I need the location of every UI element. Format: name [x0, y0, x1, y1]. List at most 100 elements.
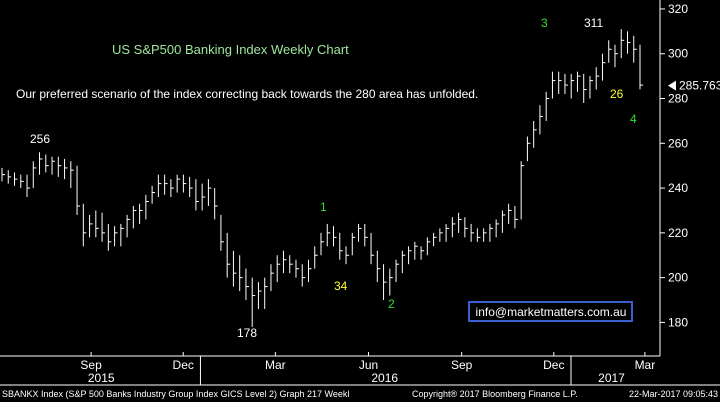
price-bar: [333, 226, 337, 247]
price-bar: [451, 217, 456, 238]
price-bar: [545, 91, 550, 121]
price-bar: [408, 246, 412, 265]
price-bar: [458, 212, 462, 233]
wave-label-26: 26: [610, 87, 624, 101]
price-bar: [508, 203, 512, 224]
price-bar: [251, 277, 256, 327]
price-bar: [495, 219, 500, 238]
y-axis: 180 200 220 240 260 280 300 320: [660, 2, 688, 329]
wave-label-1: 1: [320, 200, 327, 214]
price-bar: [389, 268, 393, 296]
price-bar: [551, 71, 556, 99]
price-bar: [51, 156, 56, 175]
price-bar: [239, 255, 243, 292]
price-bar: [276, 255, 281, 283]
price-bar: [558, 71, 562, 95]
price-bar: [307, 259, 312, 283]
x-tick-label-sep-0: Sep: [80, 358, 102, 372]
price-bar: [445, 223, 450, 242]
price-bar: [76, 165, 81, 215]
y-tick-label-260: 260: [668, 136, 688, 150]
price-bar: [289, 255, 293, 274]
price-bar: [14, 172, 18, 186]
y-tick-label-320: 320: [668, 2, 688, 16]
price-bar: [226, 232, 231, 278]
price-bar: [264, 277, 268, 309]
price-bar: [526, 136, 531, 162]
chart-title: US S&P500 Banking Index Weekly Chart: [112, 42, 349, 57]
price-bar: [395, 259, 400, 283]
price-bar: [257, 282, 262, 309]
price-bar: [170, 179, 174, 198]
chart-subtitle: Our preferred scenario of the index corr…: [16, 87, 478, 101]
price-bar: [420, 246, 425, 260]
price-bar: [145, 194, 149, 220]
price-bar: [107, 223, 112, 251]
annotation-178: 178: [237, 326, 257, 340]
x-tick-label-jun-3: Jun: [359, 358, 378, 372]
x-axis: Sep Dec Mar Jun Sep Dec Mar: [80, 352, 655, 372]
wave-label-3: 3: [541, 16, 548, 30]
wave-label-34: 34: [334, 279, 348, 293]
price-bar: [489, 223, 493, 242]
x-tick-label-dec-1: Dec: [173, 358, 194, 372]
price-bar: [376, 250, 381, 283]
year-label-2017: 2017: [598, 371, 625, 385]
price-bar: [7, 170, 12, 184]
price-bar: [101, 212, 106, 242]
price-bar: [195, 179, 199, 211]
annotation-311: 311: [584, 16, 603, 30]
price-bar: [364, 223, 368, 247]
x-tick-label-dec-5: Dec: [543, 358, 564, 372]
price-bar: [401, 250, 406, 274]
price-bar: [301, 264, 306, 287]
price-bar: [626, 31, 631, 54]
price-bar: [57, 156, 62, 177]
y-tick-label-180: 180: [668, 315, 688, 329]
y-tick-label-200: 200: [668, 271, 688, 285]
price-bar: [383, 264, 387, 301]
price-bar: [345, 246, 350, 265]
price-bar: [426, 237, 431, 256]
price-bar: [189, 176, 193, 198]
price-bar: [483, 228, 487, 242]
price-bar: [608, 40, 612, 63]
year-label-2015: 2015: [88, 371, 115, 385]
price-bar: [1, 167, 5, 182]
price-bar: [151, 185, 156, 204]
price-bar: [601, 53, 606, 81]
price-bar: [476, 228, 481, 242]
price-bar: [126, 214, 131, 238]
price-bar: [176, 174, 181, 193]
price-bar: [639, 44, 643, 90]
price-bar: [182, 174, 187, 193]
footer-timestamp: 22-Mar-2017 09:05:43: [629, 389, 718, 399]
price-bar: [70, 161, 74, 189]
y-tick-label-220: 220: [668, 226, 688, 240]
price-bar: [26, 174, 31, 198]
watermark-box: [468, 301, 633, 322]
last-value-marker: [668, 80, 676, 91]
price-bar: [633, 35, 637, 63]
price-bar: [132, 205, 137, 229]
price-bar: [139, 203, 143, 224]
price-bar: [414, 241, 418, 260]
price-bar: [39, 152, 43, 175]
price-series: [1, 29, 643, 327]
price-bar: [370, 232, 375, 265]
price-bar: [214, 188, 218, 220]
price-bar: [164, 174, 168, 195]
price-bar: [245, 268, 249, 301]
price-bar: [514, 205, 518, 229]
price-bar: [270, 264, 274, 292]
price-bar: [114, 226, 118, 247]
price-bar: [464, 217, 468, 238]
price-bar: [576, 71, 581, 92]
price-bar: [520, 161, 525, 220]
price-bar: [20, 174, 24, 189]
price-bar: [157, 174, 162, 198]
price-bar: [282, 250, 287, 274]
